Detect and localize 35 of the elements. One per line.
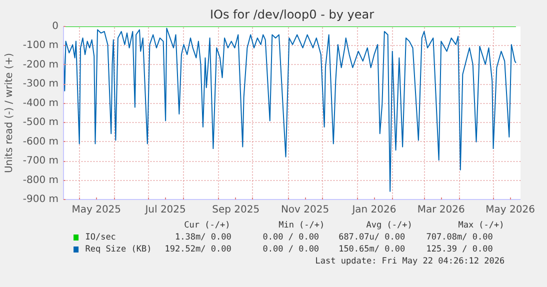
legend-label: Req Size (KB) — [85, 244, 152, 254]
text: 150.65m/ 0.00 — [338, 244, 406, 254]
y-axis-title: Units read (-) / write (+) — [4, 52, 15, 174]
text: Max (-/+) — [458, 220, 504, 230]
text: Min (-/+) — [278, 220, 325, 230]
x-tick-label: May 2025 — [72, 204, 122, 216]
text: Last update: Fri May 22 04:26:12 2026 — [315, 256, 505, 266]
text: 0.00 / 0.00 — [262, 244, 320, 254]
x-tick-label: Jan 2026 — [351, 204, 396, 216]
text: Cur (-/+) — [184, 220, 230, 230]
y-tick-label: -900 m — [22, 194, 59, 205]
chart-title: IOs for /dev/loop0 - by year — [210, 8, 374, 22]
y-tick-label: -100 m — [22, 40, 59, 52]
y-tick-label: -600 m — [22, 136, 59, 148]
text: Avg (-/+) — [366, 220, 412, 230]
x-tick-label: Mar 2026 — [417, 204, 465, 216]
text: 707.08m/ 0.00 — [426, 232, 493, 242]
y-tick-label: -300 m — [22, 78, 59, 90]
x-tick-label: May 2026 — [486, 204, 535, 216]
x-tick-label: Jul 2025 — [144, 204, 186, 216]
legend-label: IO/sec — [85, 232, 116, 242]
y-tick-label: 0 — [52, 21, 59, 32]
y-tick-label: -200 m — [22, 59, 59, 70]
text: 192.52m/ 0.00 — [164, 244, 232, 254]
y-tick-label: -700 m — [22, 156, 59, 167]
y-tick-label: -400 m — [22, 98, 59, 109]
text: 687.07u/ 0.00 — [338, 232, 406, 242]
x-tick-label: Nov 2025 — [280, 204, 330, 216]
y-tick-label: -800 m — [22, 174, 59, 186]
y-tick-label: -500 m — [22, 117, 59, 128]
text: 0.00 / 0.00 — [262, 232, 320, 242]
text: 125.39 / 0.00 — [426, 244, 493, 254]
line-series — [64, 28, 516, 192]
text: 1.38m/ 0.00 — [175, 232, 232, 242]
x-tick-label: Sep 2025 — [212, 204, 260, 216]
